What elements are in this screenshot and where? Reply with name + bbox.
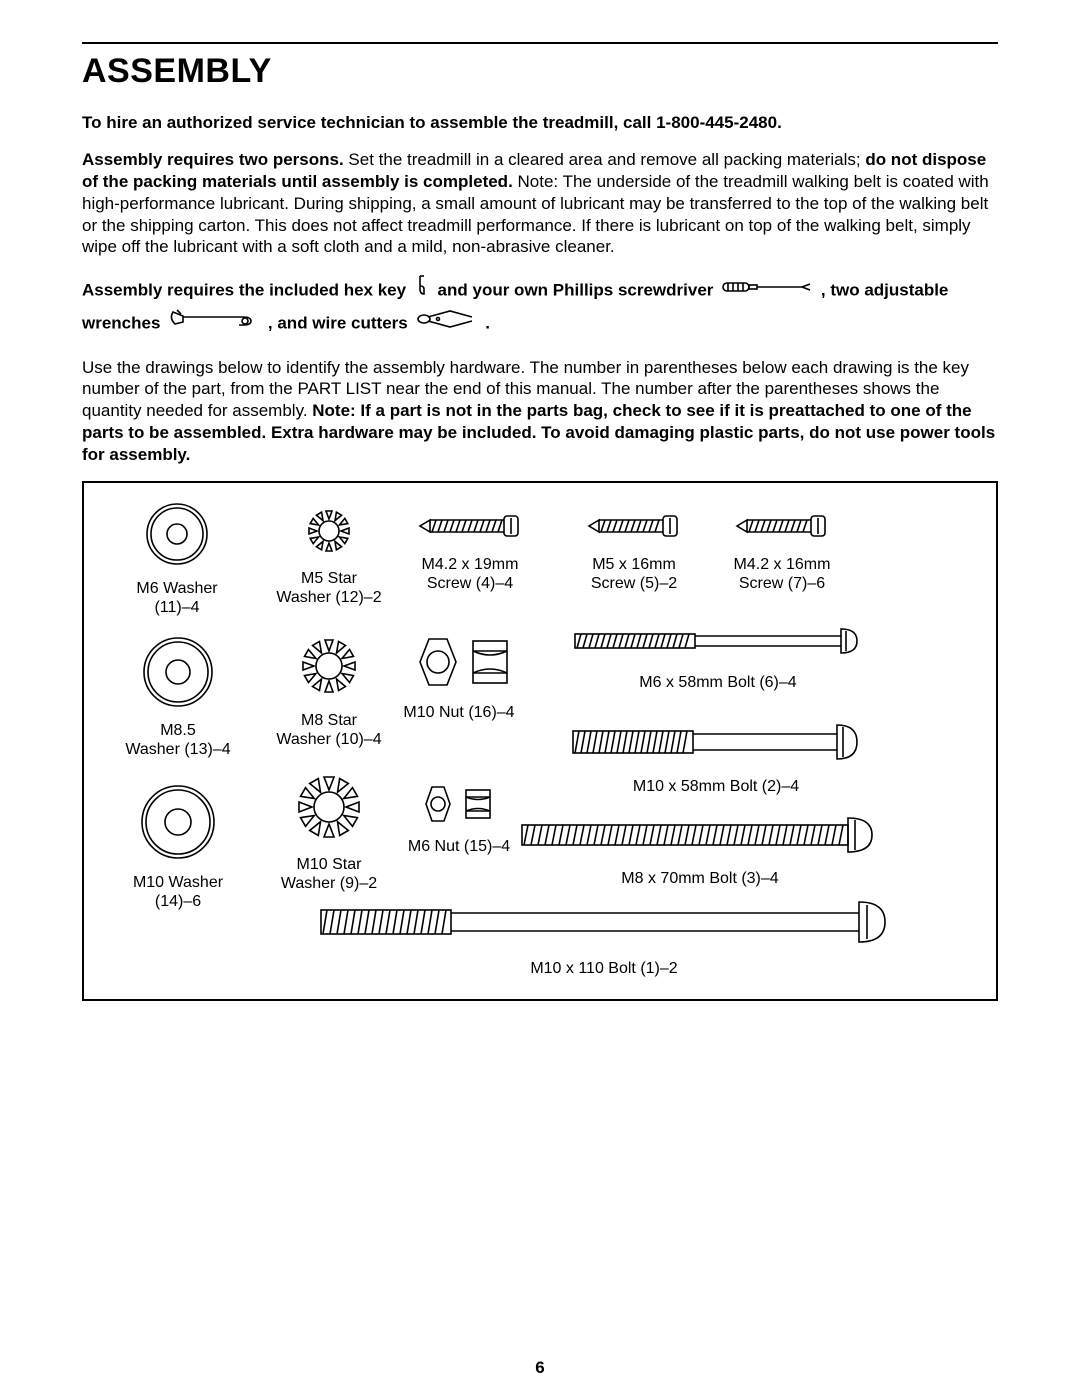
- part-m8.5-washer: M8.5Washer (13)–4: [108, 635, 248, 759]
- top-rule: [82, 42, 998, 44]
- part-m8-star-washer: M8 StarWasher (10)–4: [262, 633, 396, 749]
- part-m10-washer: M10 Washer(14)–6: [106, 783, 250, 911]
- flat-washer-icon: [144, 501, 210, 567]
- manual-page: ASSEMBLY To hire an authorized service t…: [0, 0, 1080, 1397]
- part-m6-washer: M6 Washer(11)–4: [112, 501, 242, 617]
- star-washer-icon: [293, 771, 365, 843]
- bolt-icon: [319, 897, 889, 947]
- hex-key-icon: [415, 274, 429, 306]
- two-persons-paragraph: Assembly requires two persons. Set the t…: [82, 149, 998, 258]
- adjustable-wrench-icon: [169, 308, 259, 338]
- hire-technician-line: To hire an authorized service technician…: [82, 112, 998, 134]
- screw-icon: [418, 509, 522, 543]
- part-m5x16-screw: M5 x 16mmScrew (5)–2: [564, 509, 704, 593]
- part-m4.2x19-screw: M4.2 x 19mmScrew (4)–4: [400, 509, 540, 593]
- flat-washer-icon: [139, 783, 217, 861]
- screw-icon: [587, 509, 681, 543]
- part-m5-star-washer: M5 StarWasher (12)–2: [264, 505, 394, 607]
- star-washer-icon: [296, 633, 362, 699]
- star-washer-icon: [303, 505, 355, 557]
- flat-washer-icon: [141, 635, 215, 709]
- phillips-screwdriver-icon: [722, 277, 812, 303]
- bolt-icon: [571, 719, 861, 765]
- part-m10x110-bolt: M10 x 110 Bolt (1)–2: [304, 897, 904, 977]
- part-m10-nut: M10 Nut (16)–4: [384, 633, 534, 721]
- hex-nut-icon: [399, 633, 519, 691]
- tools-required-line: Assembly requires the included hex key a…: [82, 274, 998, 341]
- part-m8x70-bolt: M8 x 70mm Bolt (3)–4: [500, 813, 900, 887]
- bolt-icon: [573, 621, 863, 661]
- wire-cutters-icon: [416, 309, 476, 337]
- page-title: ASSEMBLY: [82, 50, 998, 94]
- drawings-intro-paragraph: Use the drawings below to identify the a…: [82, 357, 998, 466]
- part-m4.2x16-screw: M4.2 x 16mmScrew (7)–6: [712, 509, 852, 593]
- hex-nut-icon: [412, 783, 506, 825]
- bolt-icon: [520, 813, 880, 857]
- part-m10x58-bolt: M10 x 58mm Bolt (2)–4: [546, 719, 886, 795]
- screw-icon: [735, 509, 829, 543]
- part-m6x58-bolt: M6 x 58mm Bolt (6)–4: [548, 621, 888, 691]
- hardware-frame: M6 Washer(11)–4 M5 StarWasher (12)–2: [82, 481, 998, 1001]
- part-m10-star-washer: M10 StarWasher (9)–2: [260, 771, 398, 893]
- page-number: 6: [0, 1357, 1080, 1379]
